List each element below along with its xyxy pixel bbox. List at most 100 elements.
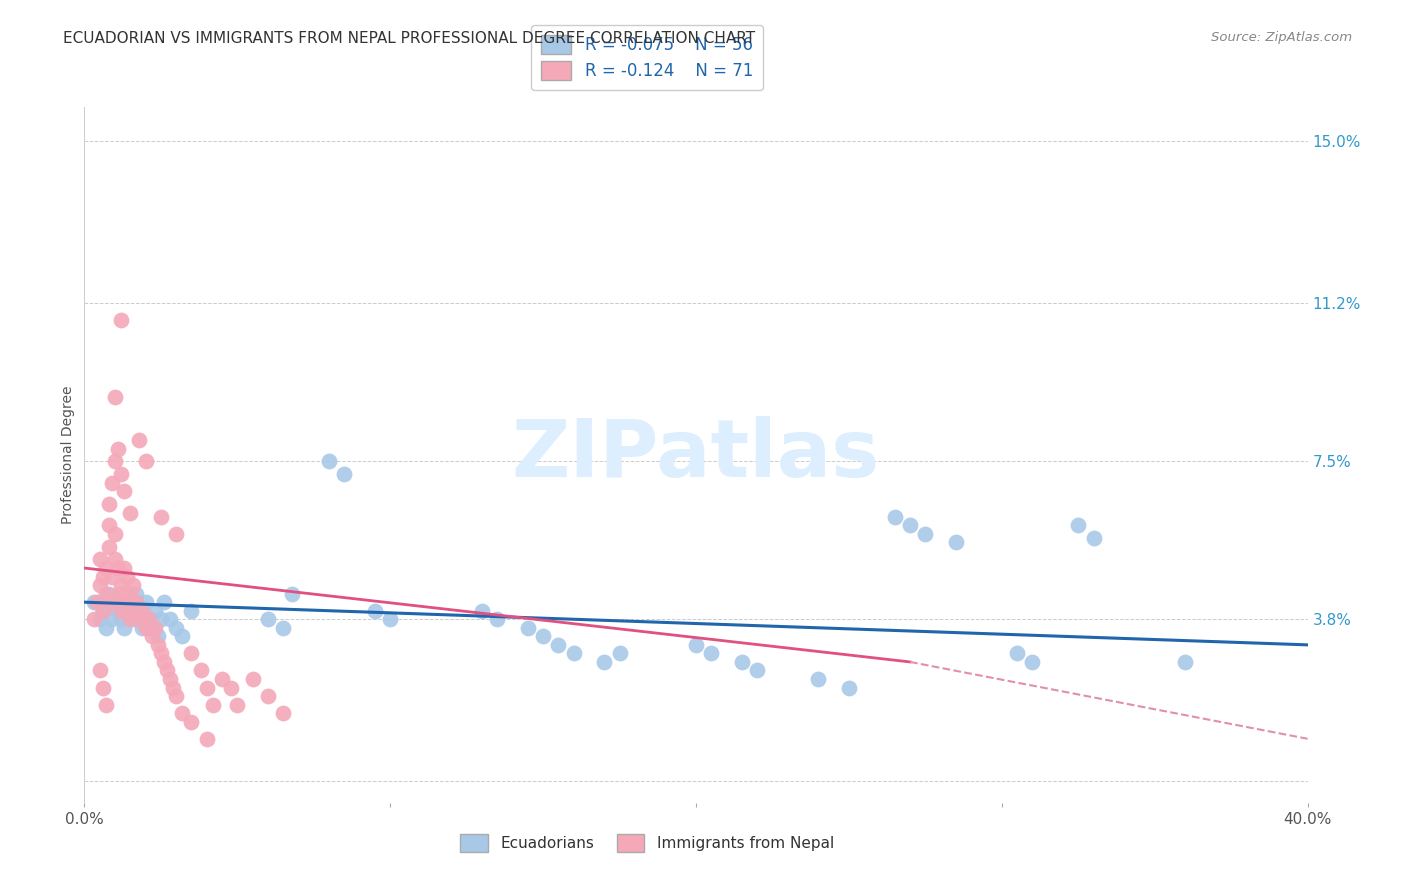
Point (104, 527, 127, 541)
Point (97, 540, 120, 554)
Point (91, 569, 114, 583)
Point (122, 612, 145, 626)
Point (107, 587, 129, 601)
Point (94, 698, 117, 712)
Point (149, 612, 172, 626)
Point (104, 552, 127, 566)
Point (165, 621, 187, 635)
Point (195, 681, 218, 695)
Point (547, 638, 569, 652)
Point (242, 672, 264, 686)
Point (135, 595, 157, 609)
Point (180, 647, 202, 661)
Point (700, 647, 723, 661)
Point (138, 612, 160, 626)
Point (83, 595, 105, 609)
Point (609, 647, 631, 661)
Point (180, 604, 202, 618)
Point (125, 587, 148, 601)
Point (333, 467, 356, 482)
Point (146, 629, 169, 643)
Point (104, 390, 127, 404)
Point (110, 578, 132, 592)
Point (180, 714, 202, 729)
Y-axis label: Professional Degree: Professional Degree (62, 385, 76, 524)
Point (97, 497, 120, 511)
Point (201, 698, 224, 712)
Point (128, 433, 150, 447)
Point (172, 629, 194, 643)
Point (141, 629, 163, 643)
Point (281, 587, 304, 601)
Point (115, 595, 138, 609)
Point (914, 527, 936, 541)
Point (159, 672, 181, 686)
Text: ZIPatlas: ZIPatlas (512, 416, 880, 494)
Point (94, 561, 117, 575)
Point (110, 612, 132, 626)
Point (89, 578, 111, 592)
Point (125, 595, 148, 609)
Point (1005, 647, 1028, 661)
Point (110, 467, 132, 482)
Point (271, 706, 294, 721)
Point (945, 535, 967, 549)
Point (318, 454, 340, 468)
Point (128, 604, 150, 618)
Point (159, 612, 181, 626)
Point (104, 454, 127, 468)
Point (89, 664, 111, 678)
Point (120, 604, 142, 618)
Point (153, 595, 176, 609)
Point (107, 442, 129, 456)
Point (131, 621, 153, 635)
Point (271, 621, 294, 635)
Point (807, 672, 830, 686)
Point (165, 527, 187, 541)
Point (112, 621, 135, 635)
Point (486, 612, 509, 626)
Point (364, 604, 387, 618)
Point (122, 578, 145, 592)
Point (101, 475, 124, 490)
Point (153, 655, 176, 669)
Point (838, 681, 860, 695)
Point (135, 454, 157, 468)
Point (91, 681, 114, 695)
Point (115, 569, 138, 583)
Point (219, 681, 242, 695)
Point (257, 612, 280, 626)
Point (1067, 518, 1090, 533)
Point (104, 595, 127, 609)
Point (89, 612, 111, 626)
Point (531, 629, 554, 643)
Point (131, 604, 153, 618)
Point (120, 612, 142, 626)
Point (211, 672, 233, 686)
Text: Source: ZipAtlas.com: Source: ZipAtlas.com (1212, 31, 1353, 45)
Point (94, 621, 117, 635)
Point (107, 561, 129, 575)
Point (685, 638, 707, 652)
Point (146, 638, 169, 652)
Point (101, 595, 124, 609)
Point (516, 621, 538, 635)
Point (141, 621, 163, 635)
Point (1083, 531, 1105, 545)
Point (162, 681, 184, 695)
Legend: Ecuadorians, Immigrants from Nepal: Ecuadorians, Immigrants from Nepal (454, 828, 839, 858)
Point (97, 518, 120, 533)
Point (135, 621, 157, 635)
Text: ECUADORIAN VS IMMIGRANTS FROM NEPAL PROFESSIONAL DEGREE CORRELATION CHART: ECUADORIAN VS IMMIGRANTS FROM NEPAL PROF… (63, 31, 755, 46)
Point (97, 587, 120, 601)
Point (101, 569, 124, 583)
Point (91, 604, 114, 618)
Point (101, 612, 124, 626)
Point (593, 655, 616, 669)
Point (731, 655, 754, 669)
Point (120, 506, 142, 520)
Point (115, 595, 138, 609)
Point (257, 689, 280, 703)
Point (122, 604, 145, 618)
Point (120, 587, 142, 601)
